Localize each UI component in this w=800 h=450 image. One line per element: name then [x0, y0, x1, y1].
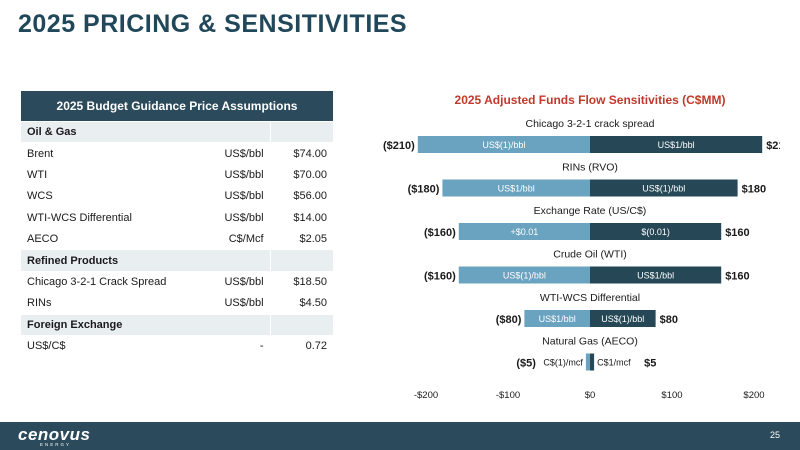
row-unit: US$/bbl [194, 270, 271, 294]
row-value: 0.72 [269, 334, 335, 358]
table-row: WTI US$/bbl $70.00 [19, 163, 335, 187]
table-section-label: Oil & Gas [20, 120, 271, 144]
bar-positive-label: US$1/bbl [637, 271, 674, 281]
x-tick-label: -$100 [496, 390, 520, 401]
row-value: $74.00 [269, 142, 335, 165]
table-row: WTI-WCS Differential US$/bbl $14.00 [19, 206, 335, 229]
bar-positive [590, 223, 722, 240]
table-row: Chicago 3-2-1 Crack Spread US$/bbl $18.50 [19, 270, 335, 294]
sensitivities-chart: 2025 Adjusted Funds Flow Sensitivities (… [383, 93, 780, 401]
row-label: WTI [19, 163, 196, 187]
table-header-row: 2025 Budget Guidance Price Assumptions [20, 90, 334, 122]
bar-negative [524, 310, 590, 327]
category-label: Natural Gas (AECO) [542, 336, 638, 348]
row-label: WTI-WCS Differential [19, 206, 196, 229]
bar-negative [458, 223, 590, 240]
table-section-row: Oil & Gas [20, 120, 335, 144]
row-unit: US$/bbl [194, 292, 271, 315]
value-label-negative: ($80) [496, 314, 522, 326]
row-value: $4.50 [269, 292, 335, 315]
table-row: US$/C$ -0.72 [19, 334, 335, 358]
bar-negative-label: US$1/bbl [539, 314, 576, 324]
bar-negative [442, 179, 590, 197]
table-row: WCS US$/bbl $56.00 [19, 185, 335, 208]
row-label: RINs [19, 292, 196, 315]
table-row: RINs US$/bbl $4.50 [19, 292, 335, 315]
row-unit: US$/bbl [194, 185, 271, 208]
row-unit: US$/bbl [194, 142, 271, 165]
x-tick-label: -$200 [414, 390, 438, 401]
bar-positive-label: C$1/mcf [597, 358, 631, 368]
table-section-spacer [269, 120, 335, 144]
bar-positive-label: US$(1)/bbl [601, 314, 644, 324]
table-section-spacer [269, 313, 335, 336]
row-label: WCS [19, 185, 196, 208]
row-label: US$/C$ [19, 334, 196, 358]
price-assumptions-table: 2025 Budget Guidance Price Assumptions Oi… [19, 90, 335, 358]
bar-positive [590, 353, 595, 371]
bar-positive [590, 179, 738, 197]
category-label: Chicago 3-2-1 crack spread [526, 118, 655, 130]
value-label-negative: ($5) [516, 358, 536, 370]
category-label: Exchange Rate (US/C$) [534, 205, 647, 217]
row-value: $18.50 [269, 270, 335, 294]
bar-positive [590, 266, 722, 284]
bar-positive-label: US$(1)/bbl [642, 184, 685, 194]
cenovus-logo-sub: ENERGY [40, 442, 72, 447]
value-label-negative: ($180) [408, 184, 440, 196]
category-label: Crude Oil (WTI) [553, 249, 627, 261]
cenovus-logo: cenovus [18, 425, 91, 444]
row-value: $14.00 [269, 206, 335, 229]
value-label-positive: $160 [725, 227, 749, 239]
table-section-spacer [269, 249, 335, 272]
bar-negative-label: US$(1)/bbl [482, 140, 525, 150]
bar-positive-label: US$1/bbl [658, 140, 695, 150]
bar-positive [590, 136, 763, 153]
value-label-positive: $80 [660, 314, 678, 326]
table-section-row: Foreign Exchange [20, 313, 335, 336]
value-label-negative: ($210) [383, 140, 415, 152]
page-title: 2025 PRICING & SENSITIVITIES [18, 10, 408, 38]
bar-negative [417, 136, 590, 153]
category-label: WTI-WCS Differential [540, 292, 640, 304]
row-label: AECO [19, 227, 196, 251]
x-tick-label: $200 [743, 390, 764, 401]
bar-negative-label: US$1/bbl [498, 184, 535, 194]
category-label: RINs (RVO) [562, 162, 618, 174]
table-section-label: Refined Products [20, 249, 271, 272]
row-label: Chicago 3-2-1 Crack Spread [19, 270, 196, 294]
value-label-positive: $160 [725, 271, 749, 283]
x-tick-label: $0 [585, 390, 596, 401]
page-number: 25 [769, 430, 780, 440]
row-unit: US$/bbl [194, 163, 271, 187]
footer: cenovus ENERGY 25 [0, 422, 800, 450]
bar-negative-label: US$(1)/bbl [503, 271, 546, 281]
bar-positive-label: $(0.01) [641, 227, 670, 237]
row-unit: C$/Mcf [194, 227, 271, 251]
table-section-label: Foreign Exchange [20, 313, 271, 336]
value-label-positive: $5 [644, 358, 656, 370]
bar-negative-label: +$0.01 [511, 227, 539, 237]
row-unit: - [194, 334, 271, 358]
row-label: Brent [19, 142, 196, 165]
value-label-positive: $210 [766, 140, 780, 152]
bar-negative [585, 353, 590, 371]
table-row: AECO C$/Mcf $2.05 [19, 227, 335, 251]
bar-positive [590, 310, 656, 327]
row-value: $56.00 [269, 185, 335, 208]
table-row: Brent US$/bbl $74.00 [19, 142, 335, 165]
chart-title: 2025 Adjusted Funds Flow Sensitivities (… [455, 93, 726, 107]
bar-negative [458, 266, 590, 284]
row-unit: US$/bbl [194, 206, 271, 229]
row-value: $2.05 [269, 227, 335, 251]
value-label-positive: $180 [742, 184, 766, 196]
value-label-negative: ($160) [424, 271, 456, 283]
table-section-row: Refined Products [20, 249, 335, 272]
x-tick-label: $100 [661, 390, 682, 401]
row-value: $70.00 [269, 163, 335, 187]
value-label-negative: ($160) [424, 227, 456, 239]
table-header: 2025 Budget Guidance Price Assumptions [20, 90, 334, 122]
bar-negative-label: C$(1)/mcf [543, 358, 583, 368]
